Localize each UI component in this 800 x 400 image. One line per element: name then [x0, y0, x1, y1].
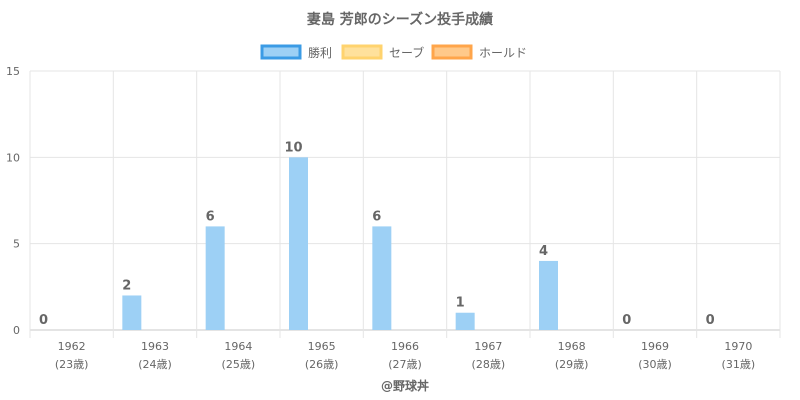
x-tick-label: 1970: [724, 340, 752, 353]
legend-item-wins[interactable]: 勝利: [260, 44, 332, 60]
y-tick-label: 15: [6, 65, 20, 78]
legend-item-saves[interactable]: セーブ: [341, 44, 424, 60]
data-label: 0: [39, 313, 48, 328]
x-tick-sublabel: (29歳): [555, 358, 589, 371]
bar-wins[interactable]: [122, 295, 142, 330]
x-tick-label: 1965: [308, 340, 336, 353]
x-tick-sublabel: (26歳): [305, 358, 339, 371]
x-tick-sublabel: (27歳): [388, 358, 422, 371]
chart-footer: @野球丼: [381, 378, 429, 393]
data-label: 4: [539, 244, 548, 259]
legend: 勝利 セーブ ホールド: [260, 44, 527, 60]
data-label: 1: [456, 296, 465, 311]
x-tick-sublabel: (30歳): [638, 358, 672, 371]
data-label: 10: [284, 140, 302, 155]
data-labels: 0 2 6 10 6 1 4 0 0: [39, 140, 715, 328]
legend-label-saves: セーブ: [389, 45, 424, 60]
legend-item-holds[interactable]: ホールド: [431, 44, 527, 60]
bar-wins[interactable]: [455, 312, 475, 330]
data-label: 0: [622, 313, 631, 328]
x-tick-label: 1966: [391, 340, 419, 353]
legend-label-holds: ホールド: [479, 46, 527, 60]
x-tick-label: 1969: [641, 340, 669, 353]
x-tick-sublabel: (31歳): [722, 358, 756, 371]
legend-swatch-wins: [260, 44, 302, 60]
y-tick-label: 0: [13, 324, 20, 337]
x-tick-sublabel: (25歳): [222, 358, 256, 371]
x-tick-sublabel: (28歳): [472, 358, 506, 371]
x-tick-sublabel: (23歳): [55, 358, 89, 371]
legend-swatch-saves: [341, 44, 383, 60]
data-label: 6: [206, 209, 215, 224]
x-tick-sublabel: (24歳): [138, 358, 172, 371]
bar-wins[interactable]: [289, 157, 308, 330]
data-label: 6: [372, 209, 381, 224]
bar-wins[interactable]: [372, 226, 392, 330]
chart-title: 妻島 芳郎のシーズン投手成績: [307, 11, 493, 28]
bar-wins[interactable]: [205, 226, 225, 330]
x-axis-ticks: 1962 (23歳) 1963 (24歳) 1964 (25歳) 1965 (26歳) 1966…: [55, 340, 755, 371]
grid: [29, 70, 781, 338]
data-label: 2: [122, 278, 131, 293]
bars: [122, 157, 558, 330]
x-tick-label: 1963: [141, 340, 169, 353]
x-tick-label: 1962: [58, 340, 86, 353]
x-tick-label: 1967: [474, 340, 502, 353]
y-tick-label: 10: [6, 151, 20, 164]
bar-wins[interactable]: [539, 260, 558, 330]
x-tick-label: 1964: [224, 340, 252, 353]
y-tick-label: 5: [13, 238, 20, 251]
legend-label-wins: 勝利: [308, 45, 332, 60]
x-tick-label: 1968: [558, 340, 586, 353]
y-axis-ticks: 0 5 10 15: [6, 65, 20, 337]
data-label: 0: [706, 313, 715, 328]
legend-swatch-holds: [431, 44, 473, 60]
